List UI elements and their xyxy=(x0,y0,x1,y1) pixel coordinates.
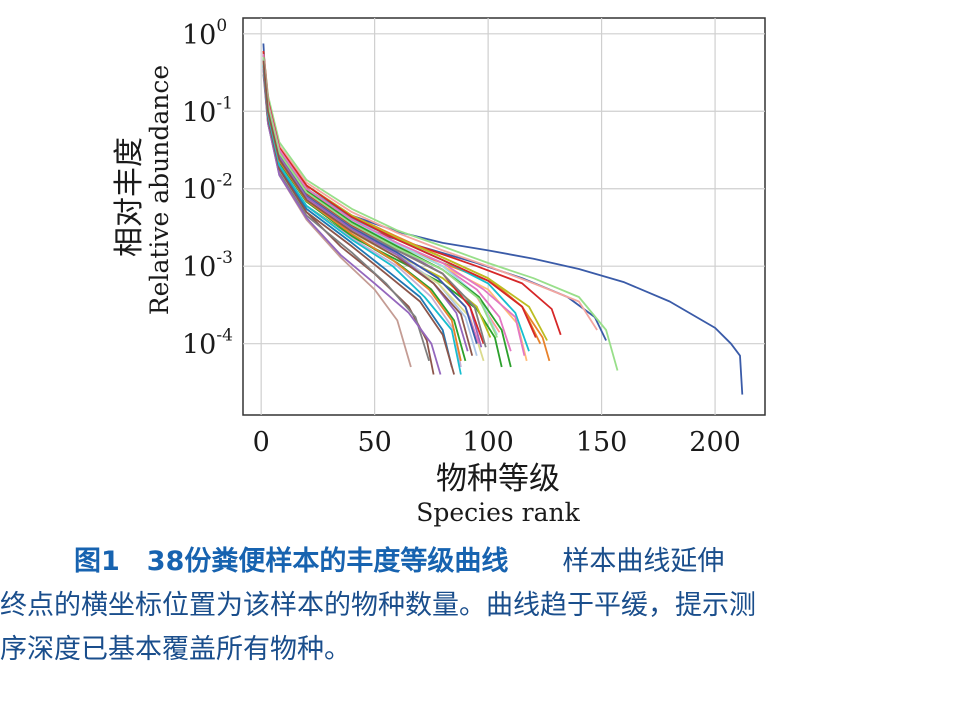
rank-abundance-chart: 0 50 100 150 200 100 10-1 10-2 10-3 10-4 相对丰度 Re… xyxy=(112,16,766,527)
y-tick-label: 10-3 xyxy=(182,248,233,283)
series-line-38 xyxy=(262,60,474,356)
y-axis-title-en: Relative abundance xyxy=(145,65,174,315)
y-tick-label: 10-4 xyxy=(182,326,233,361)
x-axis-title-cn: 物种等级 xyxy=(436,461,560,497)
caption-line-2: 终点的横坐标位置为该样本的物种数量。曲线趋于平缓，提示测 xyxy=(0,590,756,621)
y-tick-label: 100 xyxy=(182,16,227,51)
x-tick-label: 150 xyxy=(576,427,628,458)
x-tick-label: 50 xyxy=(357,427,391,458)
x-tick-label: 100 xyxy=(462,427,514,458)
y-axis-title-cn: 相对丰度 xyxy=(112,137,147,257)
x-tick-label: 200 xyxy=(689,427,741,458)
series-lines xyxy=(262,43,744,395)
caption-line-3: 序深度已基本覆盖所有物种。 xyxy=(0,634,351,665)
series-line-25 xyxy=(262,69,442,375)
y-tick-label: 10-2 xyxy=(182,171,233,206)
x-tick-labels: 0 50 100 150 200 xyxy=(253,427,741,458)
caption-title: 图1 38份粪便样本的丰度等级曲线 xyxy=(74,546,509,577)
grid xyxy=(243,18,765,415)
figure-caption: 图1 38份粪便样本的丰度等级曲线 样本曲线延伸 终点的横坐标位置为该样本的物种… xyxy=(0,540,961,672)
rank-abundance-figure: 0 50 100 150 200 100 10-1 10-2 10-3 10-4 相对丰度 Re… xyxy=(112,16,766,527)
x-tick-label: 0 xyxy=(253,427,270,458)
y-tick-label: 10-1 xyxy=(182,93,233,128)
series-line-37 xyxy=(262,57,499,338)
caption-line-1: 图1 38份粪便样本的丰度等级曲线 样本曲线延伸 xyxy=(0,540,961,584)
x-axis-title-en: Species rank xyxy=(416,498,580,527)
series-line-13 xyxy=(262,50,619,371)
caption-text-1: 样本曲线延伸 xyxy=(508,546,725,577)
y-tick-labels: 100 10-1 10-2 10-3 10-4 xyxy=(182,16,233,361)
